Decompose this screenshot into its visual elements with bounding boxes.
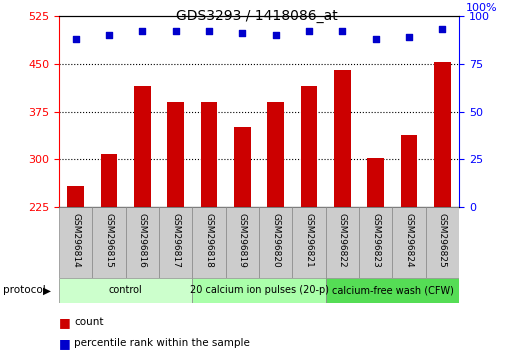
Text: GSM296818: GSM296818 [205,213,213,268]
Point [338,28,346,34]
Text: ■: ■ [59,337,71,350]
Bar [167,102,184,207]
Bar [326,207,359,278]
Text: GSM296825: GSM296825 [438,213,447,268]
Point [371,36,380,42]
Text: ▶: ▶ [43,285,51,295]
Text: ■: ■ [59,316,71,329]
Bar [192,207,226,278]
Text: calcium-free wash (CFW): calcium-free wash (CFW) [331,285,453,295]
Point [105,32,113,38]
Text: percentile rank within the sample: percentile rank within the sample [74,338,250,348]
Bar [59,207,92,278]
Bar [392,207,426,278]
Text: GSM296820: GSM296820 [271,213,280,268]
Text: GSM296823: GSM296823 [371,213,380,268]
Bar [92,207,126,278]
Text: GDS3293 / 1418086_at: GDS3293 / 1418086_at [175,9,338,23]
Point [438,27,446,32]
Text: 20 calcium ion pulses (20-p): 20 calcium ion pulses (20-p) [190,285,328,295]
Bar [159,207,192,278]
Point [238,30,246,36]
Point [305,28,313,34]
Bar [259,207,292,278]
Point [405,34,413,40]
Text: GSM296822: GSM296822 [338,213,347,267]
Text: GSM296824: GSM296824 [405,213,413,267]
Bar [326,278,459,303]
Bar [101,154,117,207]
Point [205,28,213,34]
Text: GSM296819: GSM296819 [238,213,247,268]
Point [138,28,146,34]
Bar [192,278,326,303]
Bar [59,278,192,303]
Bar [67,186,84,207]
Point [171,28,180,34]
Point [71,36,80,42]
Bar [226,207,259,278]
Text: GSM296821: GSM296821 [305,213,313,268]
Bar [359,207,392,278]
Text: count: count [74,317,104,327]
Text: control: control [109,285,143,295]
Point [271,32,280,38]
Bar [434,62,451,207]
Text: GSM296815: GSM296815 [105,213,113,268]
Bar [301,86,318,207]
Bar [334,70,351,207]
Text: protocol: protocol [3,285,45,295]
Bar [401,135,418,207]
Bar [134,86,151,207]
Bar [292,207,326,278]
Text: 100%: 100% [466,3,498,13]
Text: GSM296817: GSM296817 [171,213,180,268]
Text: GSM296816: GSM296816 [138,213,147,268]
Bar [234,127,251,207]
Text: GSM296814: GSM296814 [71,213,80,268]
Bar [426,207,459,278]
Bar [201,102,218,207]
Bar [367,158,384,207]
Bar [126,207,159,278]
Bar [267,102,284,207]
